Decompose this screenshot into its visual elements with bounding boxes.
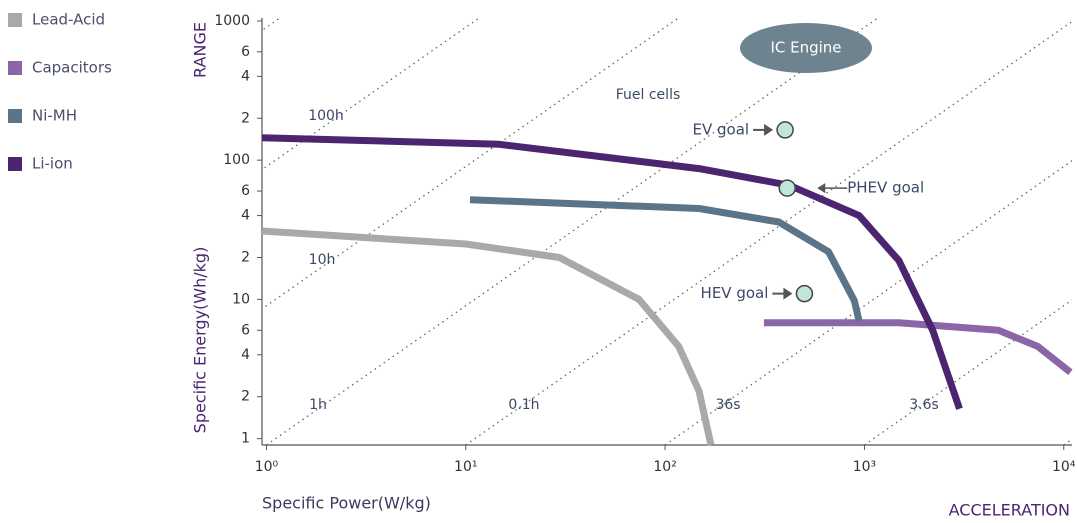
series-line <box>469 196 863 322</box>
legend-label: Ni-MH <box>32 107 77 125</box>
y-tick-label: 4 <box>241 208 250 224</box>
time-guide <box>262 18 281 32</box>
goal-label: EV goal <box>693 120 750 138</box>
y-tick-label: 2 <box>241 110 250 126</box>
y-tick-label: 6 <box>241 183 250 199</box>
time-guides <box>262 18 1072 445</box>
legend-label: Capacitors <box>32 59 112 77</box>
annotation: 0.1h <box>508 397 539 413</box>
x-tick-label: 10² <box>653 459 676 475</box>
goal-arrowhead <box>817 183 826 194</box>
annotation: Fuel cells <box>616 87 681 103</box>
legend-label: Lead-Acid <box>32 11 105 29</box>
y-tick-label: 1000 <box>214 13 250 29</box>
annotation: 3.6s <box>909 397 939 413</box>
time-guide <box>262 18 680 310</box>
y-tick-label: 100 <box>223 152 250 168</box>
annotation: IC Engine <box>770 39 841 57</box>
time-guide <box>262 18 481 171</box>
series-line <box>763 319 1073 375</box>
x-axis-label: Specific Power(W/kg) <box>262 494 431 513</box>
legend-swatch <box>8 109 22 123</box>
y-tick-label: 6 <box>241 322 250 338</box>
y-tick-label: 1 <box>241 431 250 447</box>
series-line <box>261 134 963 410</box>
legend-swatch <box>8 157 22 171</box>
time-guide <box>1063 438 1072 445</box>
series-line <box>261 227 715 446</box>
time-guide <box>864 299 1072 445</box>
annotation: 10h <box>309 252 336 268</box>
goal-marker <box>776 121 794 139</box>
annotation: 36s <box>715 397 740 413</box>
y-axis-title: RANGE <box>191 22 210 78</box>
ic-engine-region <box>740 23 872 73</box>
y-tick-label: 2 <box>241 249 250 265</box>
time-guide <box>266 18 879 445</box>
y-axis-label: Specific Energy(Wh/kg) <box>191 247 210 434</box>
x-axis-title: ACCELERATION <box>949 501 1070 520</box>
legend-swatch <box>8 61 22 75</box>
annotation: 1h <box>309 397 327 413</box>
x-tick-label: 10³ <box>853 459 876 475</box>
x-tick-label: 10⁰ <box>255 459 279 475</box>
y-tick-label: 4 <box>241 347 250 363</box>
legend-label: Li-ion <box>32 155 73 173</box>
x-tick-label: 10⁴ <box>1052 459 1076 475</box>
goal-marker <box>795 284 814 303</box>
goal-label: PHEV goal <box>847 179 924 197</box>
x-tick-label: 10¹ <box>454 459 477 475</box>
time-guide <box>664 159 1072 445</box>
y-tick-label: 10 <box>232 291 250 307</box>
goal-marker <box>778 179 796 197</box>
goal-arrowhead <box>783 287 793 300</box>
y-tick-label: 4 <box>241 68 250 84</box>
goal-label: HEV goal <box>701 284 769 302</box>
legend-swatch <box>8 13 22 27</box>
y-tick-label: 2 <box>241 389 250 405</box>
y-tick-label: 6 <box>241 44 250 60</box>
annotation: 100h <box>308 108 344 124</box>
time-guide <box>465 20 1072 445</box>
goal-arrowhead <box>764 123 774 136</box>
